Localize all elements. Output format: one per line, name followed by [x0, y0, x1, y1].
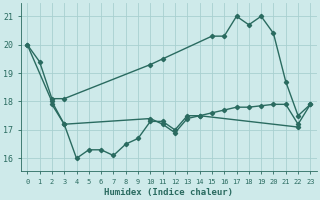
X-axis label: Humidex (Indice chaleur): Humidex (Indice chaleur)	[104, 188, 233, 197]
